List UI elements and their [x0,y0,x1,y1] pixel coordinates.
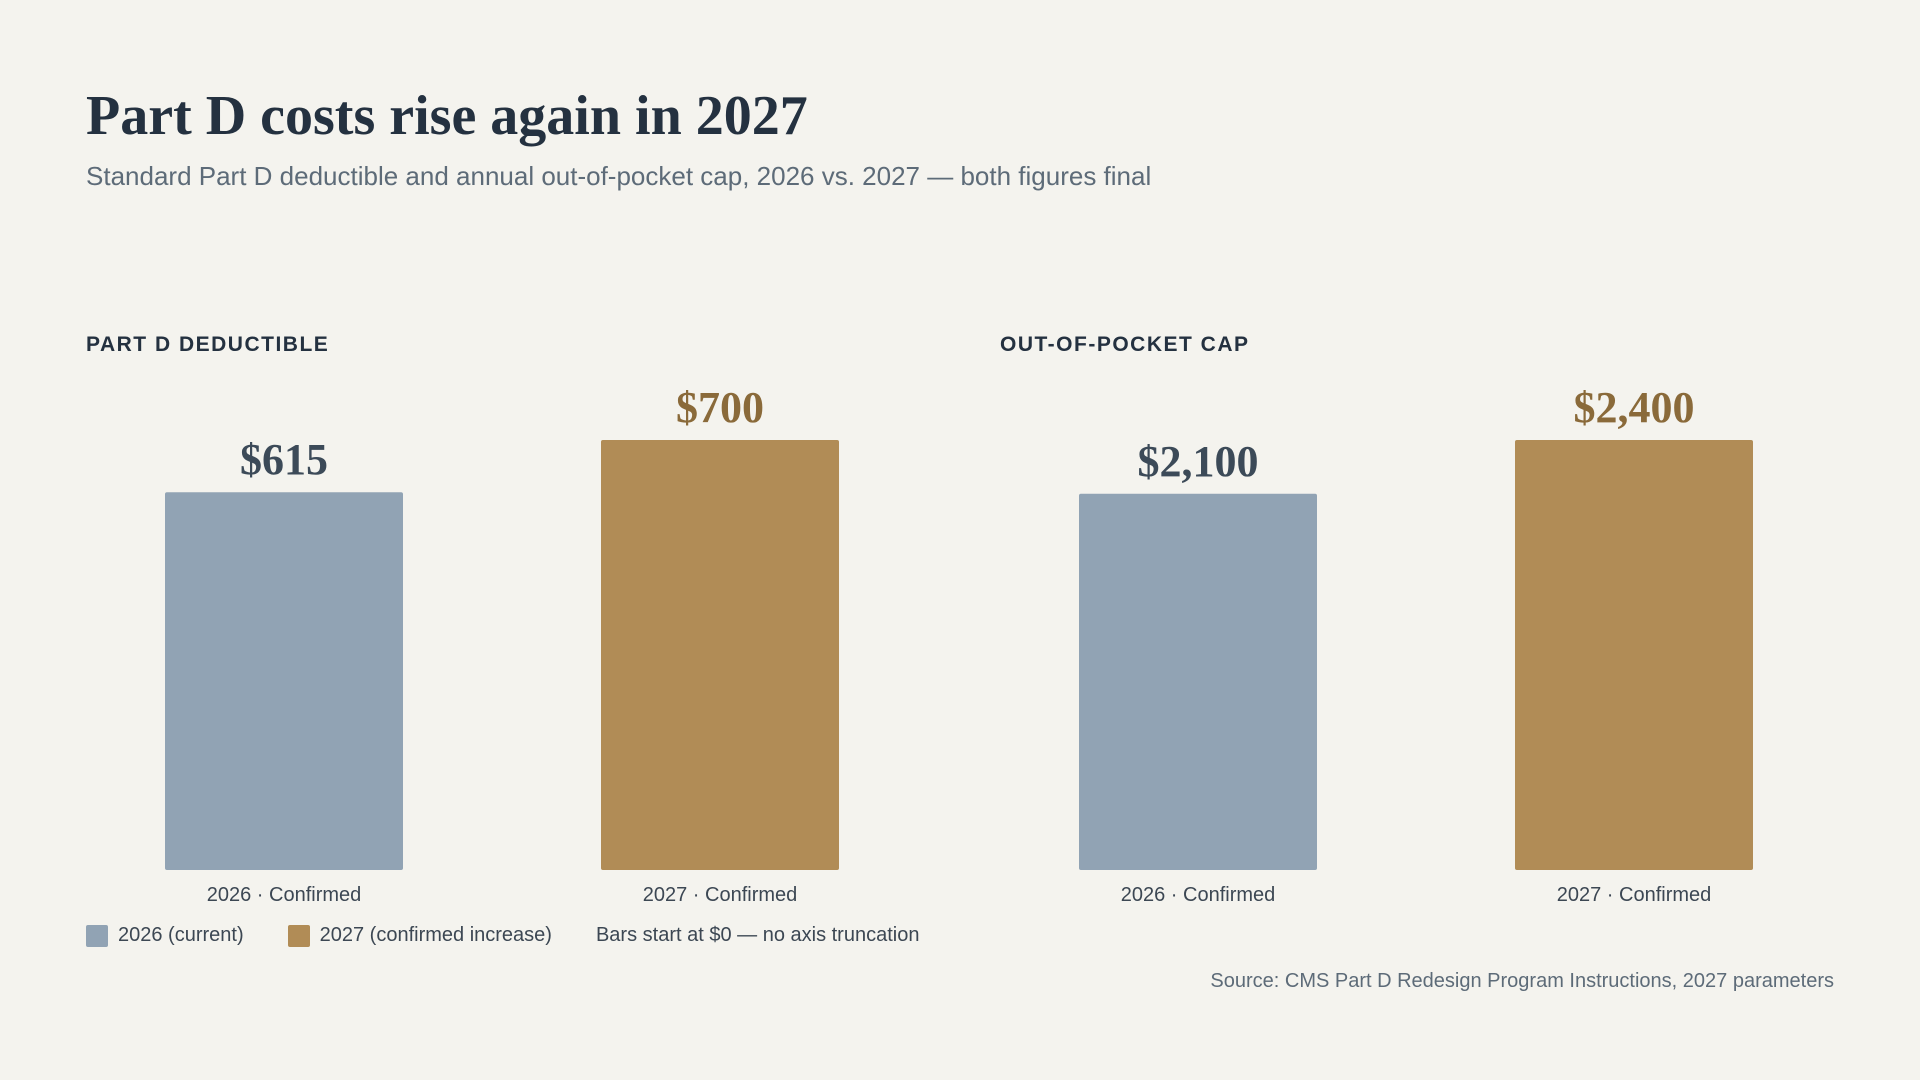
oop-cap-bar-2027-confirmed [1515,440,1753,870]
oop-cap-bar-chart: $2,100 2026 · Confirmed $2,400 2027 · Confi… [1079,383,1753,906]
deductible-bar-2026-confirmed [165,492,403,870]
legend-swatch-2026 [86,924,108,947]
oop-cap-value-label-2026-confirmed: $2,100 [1138,437,1259,486]
legend-item-2027: 2027 (confirmed increase) [287,924,552,947]
legend-item-2026: 2026 (current) [86,924,244,947]
deductible-bar-chart: $615 2026 · Confirmed $700 2027 · Confirmed [165,383,839,906]
deductible-category-label-2026-confirmed: 2026 · Confirmed [207,884,362,906]
source-note: Source: CMS Part D Redesign Program Inst… [1210,970,1834,992]
axis-note: Bars start at $0 — no axis truncation [595,924,920,946]
chart-title: Part D costs rise again in 2027 [86,85,808,147]
deductible-value-label-2027-confirmed: $700 [676,383,764,432]
legend-label-2027: 2027 (confirmed increase) [319,924,552,946]
oop-cap-panel-title: OUT-OF-POCKET CAP [1000,333,1250,356]
oop-cap-bar-2026-confirmed [1079,493,1317,870]
deductible-category-label-2027-confirmed: 2027 · Confirmed [643,884,798,906]
deductible-value-label-2026-confirmed: $615 [240,435,328,484]
oop-cap-category-label-2026-confirmed: 2026 · Confirmed [1121,884,1276,906]
oop-cap-value-label-2027-confirmed: $2,400 [1574,383,1695,432]
oop-cap-category-label-2027-confirmed: 2027 · Confirmed [1557,884,1712,906]
deductible-bar-2027-confirmed [601,440,839,870]
deductible-panel: PART D DEDUCTIBLE $615 2026 · Confirmed $7… [86,330,1000,930]
legend: 2026 (current) 2027 (confirmed increase)… [86,924,919,947]
legend-swatch-2027 [287,924,310,947]
deductible-panel-title: PART D DEDUCTIBLE [86,333,330,356]
chart-subtitle: Standard Part D deductible and annual ou… [86,161,1152,191]
legend-label-2026: 2026 (current) [118,924,244,946]
oop-cap-panel: OUT-OF-POCKET CAP $2,100 2026 · Confirmed… [1000,330,1914,930]
